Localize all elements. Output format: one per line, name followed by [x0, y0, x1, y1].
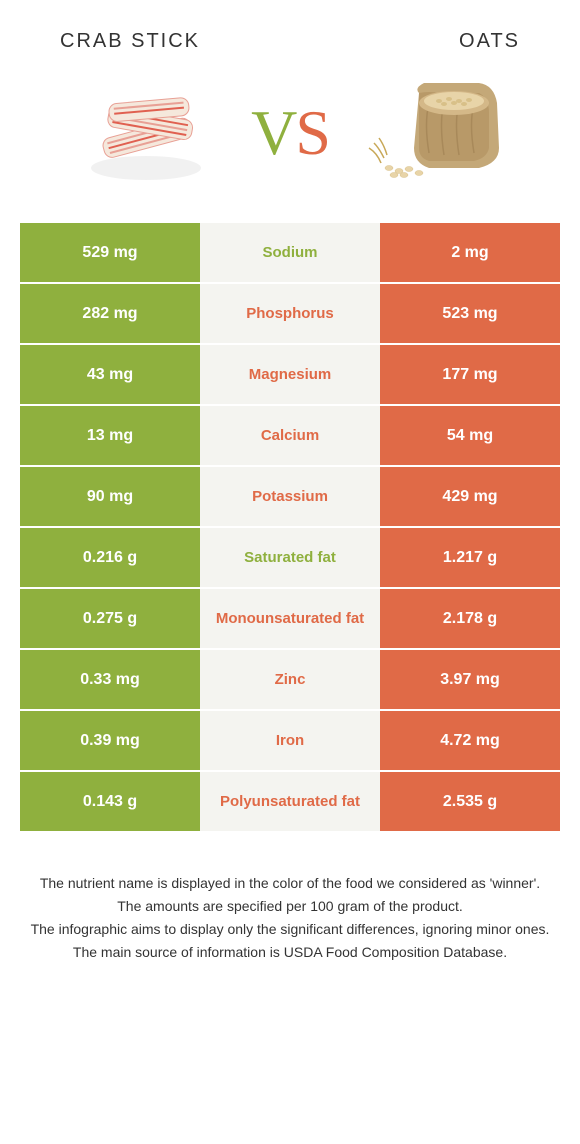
nutrient-label: Phosphorus	[200, 284, 380, 343]
left-value: 90 mg	[20, 467, 200, 526]
nutrient-label: Saturated fat	[200, 528, 380, 587]
right-food-title: OATS	[459, 30, 520, 53]
left-value: 43 mg	[20, 345, 200, 404]
oats-image	[359, 73, 509, 193]
left-value: 0.33 mg	[20, 650, 200, 709]
table-row: 13 mgCalcium54 mg	[20, 406, 560, 467]
vs-s: S	[295, 97, 329, 168]
nutrient-table: 529 mgSodium2 mg282 mgPhosphorus523 mg43…	[20, 223, 560, 833]
left-value: 0.275 g	[20, 589, 200, 648]
nutrient-label: Monounsaturated fat	[200, 589, 380, 648]
right-value: 54 mg	[380, 406, 560, 465]
right-value: 429 mg	[380, 467, 560, 526]
crab-stick-image	[71, 73, 221, 193]
right-value: 1.217 g	[380, 528, 560, 587]
table-row: 90 mgPotassium429 mg	[20, 467, 560, 528]
footer-line-3: The infographic aims to display only the…	[30, 919, 550, 940]
left-value: 0.143 g	[20, 772, 200, 831]
footer-line-4: The main source of information is USDA F…	[30, 942, 550, 963]
table-row: 0.143 gPolyunsaturated fat2.535 g	[20, 772, 560, 833]
right-value: 4.72 mg	[380, 711, 560, 770]
table-row: 43 mgMagnesium177 mg	[20, 345, 560, 406]
footer-line-1: The nutrient name is displayed in the co…	[30, 873, 550, 894]
table-row: 0.275 gMonounsaturated fat2.178 g	[20, 589, 560, 650]
footer-line-2: The amounts are specified per 100 gram o…	[30, 896, 550, 917]
left-value: 0.39 mg	[20, 711, 200, 770]
left-value: 0.216 g	[20, 528, 200, 587]
nutrient-label: Magnesium	[200, 345, 380, 404]
nutrient-label: Polyunsaturated fat	[200, 772, 380, 831]
left-value: 282 mg	[20, 284, 200, 343]
right-value: 523 mg	[380, 284, 560, 343]
nutrient-label: Calcium	[200, 406, 380, 465]
vs-row: VS	[0, 63, 580, 223]
right-value: 3.97 mg	[380, 650, 560, 709]
right-value: 2 mg	[380, 223, 560, 282]
footer-notes: The nutrient name is displayed in the co…	[0, 833, 580, 985]
right-value: 2.535 g	[380, 772, 560, 831]
nutrient-label: Sodium	[200, 223, 380, 282]
right-value: 2.178 g	[380, 589, 560, 648]
left-value: 13 mg	[20, 406, 200, 465]
table-row: 282 mgPhosphorus523 mg	[20, 284, 560, 345]
table-row: 529 mgSodium2 mg	[20, 223, 560, 284]
nutrient-label: Zinc	[200, 650, 380, 709]
table-row: 0.216 gSaturated fat1.217 g	[20, 528, 560, 589]
nutrient-label: Potassium	[200, 467, 380, 526]
right-value: 177 mg	[380, 345, 560, 404]
left-food-title: CRAB STICK	[60, 30, 200, 53]
header: CRAB STICK OATS	[0, 0, 580, 63]
left-value: 529 mg	[20, 223, 200, 282]
table-row: 0.39 mgIron4.72 mg	[20, 711, 560, 772]
table-row: 0.33 mgZinc3.97 mg	[20, 650, 560, 711]
nutrient-label: Iron	[200, 711, 380, 770]
vs-v: V	[251, 97, 295, 168]
vs-label: VS	[251, 96, 329, 170]
